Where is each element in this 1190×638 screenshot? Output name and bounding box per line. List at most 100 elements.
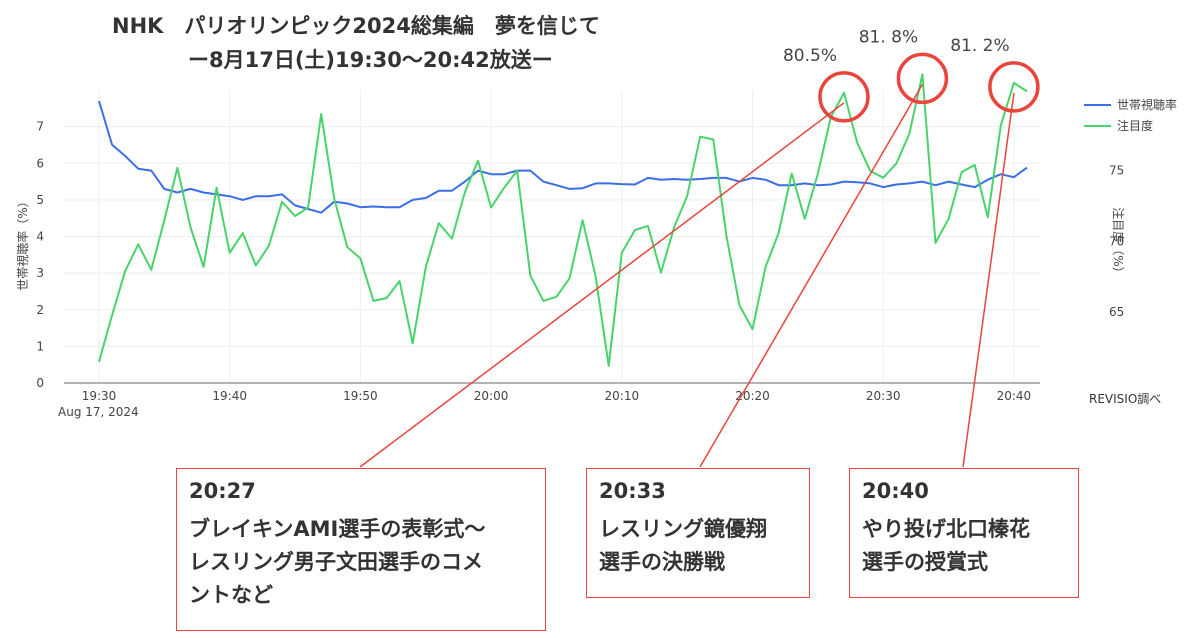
series-1-point [855, 180, 859, 184]
series-1-point [97, 99, 101, 103]
series-2-point [842, 91, 846, 95]
series-1-point [293, 203, 297, 207]
series-2-point [933, 241, 937, 245]
series-1-point [751, 176, 755, 180]
callout-text-2: レスリング鏡優翔 選手の決勝戦 [599, 517, 767, 574]
series-2-point [241, 231, 245, 235]
y-left-tick-label: 6 [36, 156, 44, 170]
highlight-circle-2 [896, 52, 949, 105]
y-left-tick-label: 3 [36, 266, 44, 280]
series-2-point [751, 327, 755, 331]
series-1-point [280, 192, 284, 196]
callout-text-3: やり投げ北口榛花 選手の授賞式 [862, 517, 1030, 574]
series-2-point [698, 135, 702, 139]
series-2-point [411, 341, 415, 345]
series-1-point [764, 178, 768, 182]
series-2-point [398, 279, 402, 283]
highlight-label-2: 81. 8% [859, 27, 918, 47]
callout-line-2 [699, 84, 924, 468]
series-2-point [515, 169, 519, 173]
series-1-point [136, 167, 140, 171]
series-2-point [777, 231, 781, 235]
series-1-point [254, 194, 258, 198]
series-2-point [1012, 81, 1016, 85]
series-1-point [502, 172, 506, 176]
x-tick-label: 20:40 [997, 389, 1032, 403]
callout-line-3 [962, 92, 1015, 468]
y-left-tick-label: 2 [36, 303, 44, 317]
series-1-point [345, 202, 349, 206]
series-1-point [110, 143, 114, 147]
series-1-point [371, 204, 375, 208]
series-2-point [999, 123, 1003, 127]
series-2-point [450, 237, 454, 241]
series-2-point [581, 218, 585, 222]
series-1-point [685, 178, 689, 182]
series-2-point [855, 140, 859, 144]
series-2-point [188, 225, 192, 229]
series-1-point [267, 194, 271, 198]
series-1-point [450, 189, 454, 193]
series-2-point [97, 360, 101, 364]
y-right-tick-label: 65 [1109, 305, 1124, 319]
callout-time-3: 20:40 [862, 479, 929, 503]
highlight-circle-3 [988, 61, 1040, 113]
series-1-point [202, 191, 206, 195]
series-2-point [110, 313, 114, 317]
legend-label-2: 注目度 [1117, 118, 1153, 133]
series-2-point [960, 170, 964, 174]
series-1-point [607, 181, 611, 185]
series-2-point [894, 162, 898, 166]
series-2-point [202, 265, 206, 269]
series-1-point [424, 196, 428, 200]
series-1-point [241, 198, 245, 202]
series-1-point [620, 182, 624, 186]
series-2-point [162, 218, 166, 222]
series-2-point [319, 112, 323, 116]
series-2-point [123, 269, 127, 273]
series-2-point [1025, 89, 1029, 93]
series-2-point [920, 72, 924, 76]
series-1-point [319, 211, 323, 215]
series-1-point [554, 183, 558, 187]
series-2-point [646, 224, 650, 228]
series-2-point [136, 242, 140, 246]
series-1-point [698, 177, 702, 181]
series-1-point [581, 186, 585, 190]
series-2-point [554, 295, 558, 299]
series-2-point [633, 228, 637, 232]
series-1-point [829, 182, 833, 186]
series-2-point [907, 132, 911, 136]
x-tick-label: 20:10 [605, 389, 640, 403]
series-2-point [568, 276, 572, 280]
y-left-tick-label: 1 [36, 339, 44, 353]
series-2-point [371, 299, 375, 303]
series-2-point [881, 176, 885, 180]
series-1-point [907, 181, 911, 185]
chart-title-line-1: NHK パリオリンピック2024総集編 夢を信じて [112, 14, 600, 38]
series-1-point [973, 185, 977, 189]
series-2-point [620, 251, 624, 255]
series-2-point [463, 190, 467, 194]
callout-box-3: 20:40 やり投げ北口榛花 選手の授賞式 [849, 468, 1079, 598]
series-1-point [672, 177, 676, 181]
series-2-point [280, 200, 284, 204]
series-1-point [633, 182, 637, 186]
series-1-point [228, 194, 232, 198]
series-2-point [528, 273, 532, 277]
series-2-point [215, 186, 219, 190]
chart-title-line-2: ー8月17日(土)19:30〜20:42放送ー [188, 48, 553, 72]
series-2-point [332, 197, 336, 201]
series-1-point [659, 178, 663, 182]
series-2-point [607, 364, 611, 368]
series-1-point [1025, 166, 1029, 170]
series-2-point [345, 245, 349, 249]
highlight-label-3: 81. 2% [950, 36, 1009, 56]
series-1-point [646, 176, 650, 180]
series-2-point [659, 271, 663, 275]
series-1-point [947, 180, 951, 184]
series-1-point [541, 180, 545, 184]
series-1-point [528, 169, 532, 173]
series-2-point [764, 265, 768, 269]
highlight-label-1: 80.5% [783, 46, 837, 66]
